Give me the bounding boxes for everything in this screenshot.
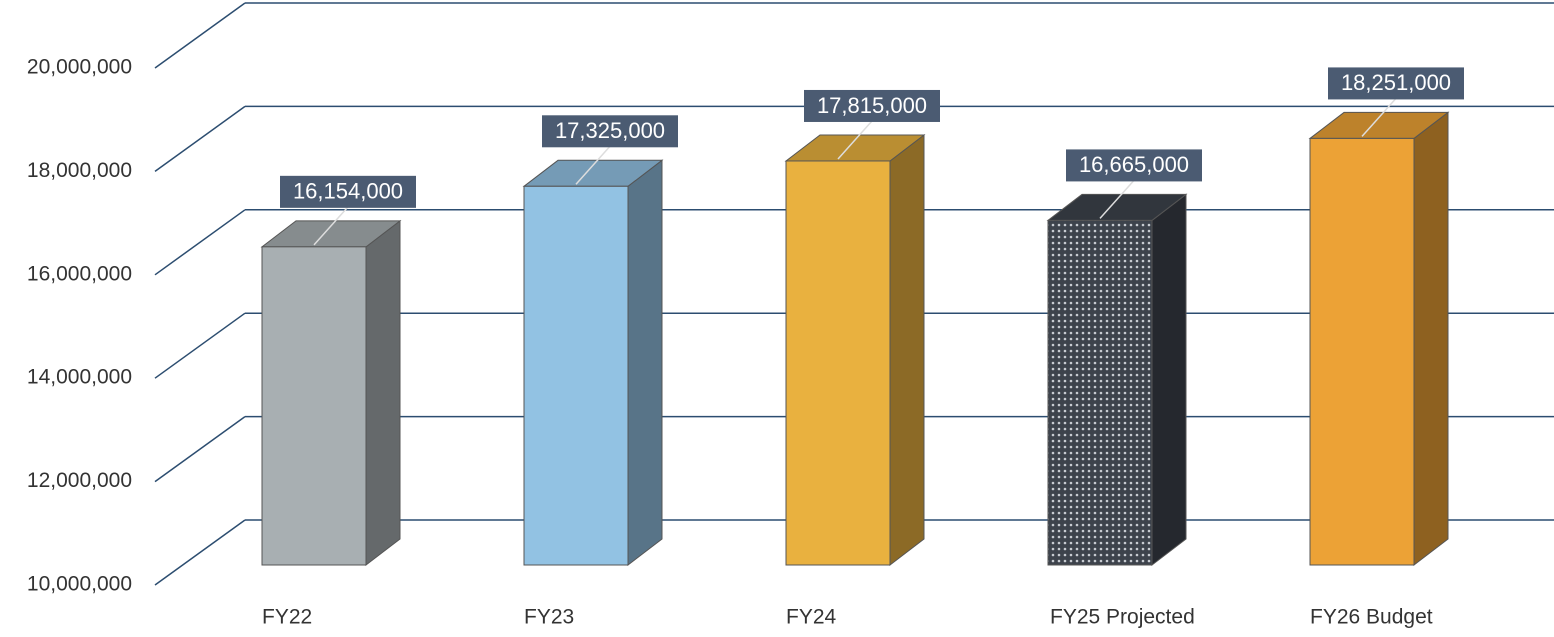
grid-line: [154, 312, 246, 379]
bar-front: [261, 246, 367, 566]
value-label-box: [1066, 149, 1202, 182]
bar-front: [785, 160, 891, 566]
bar-side: [627, 159, 663, 567]
bar-side: [1151, 193, 1187, 567]
x-tick-label: FY23: [524, 606, 574, 629]
bar-side: [365, 219, 401, 567]
y-tick-label: 10,000,000: [27, 573, 132, 596]
x-tick-label: FY22: [262, 606, 312, 629]
y-tick-label: 14,000,000: [27, 366, 132, 389]
x-tick-label: FY26 Budget: [1310, 606, 1433, 629]
grid-line: [154, 519, 246, 586]
leader-line: [575, 145, 611, 185]
value-label-box: [280, 175, 416, 208]
grid-line: [154, 209, 246, 276]
value-label: 16,154,000: [293, 179, 403, 204]
bar-front: [523, 185, 629, 566]
x-tick-label: FY25 Projected: [1050, 606, 1195, 629]
leader-line: [313, 206, 349, 246]
bar: [1308, 111, 1450, 567]
grid-line: [154, 105, 246, 173]
bar: [260, 219, 402, 567]
value-label-box: [804, 89, 940, 122]
value-label: 17,325,000: [555, 118, 665, 143]
value-label: 18,251,000: [1341, 70, 1451, 95]
bar-texture: [1048, 220, 1152, 565]
value-label: 16,665,000: [1079, 152, 1189, 177]
leader-line: [1361, 97, 1397, 137]
grid-line: [154, 2, 246, 69]
value-label: 17,815,000: [817, 93, 927, 118]
y-tick-label: 20,000,000: [27, 56, 132, 79]
leader-line: [837, 120, 873, 160]
y-tick-label: 18,000,000: [27, 159, 132, 182]
bar-side: [889, 133, 925, 567]
y-tick-label: 16,000,000: [27, 262, 132, 285]
bar: [784, 133, 926, 567]
bar: [1046, 193, 1188, 567]
bar-side: [1413, 111, 1449, 567]
value-label-box: [542, 115, 678, 148]
x-tick-label: FY24: [786, 606, 837, 629]
value-label-box: [1328, 67, 1464, 100]
bar: [522, 159, 664, 567]
grid-line: [154, 415, 246, 483]
y-tick-label: 12,000,000: [27, 469, 132, 492]
bar-front: [1309, 137, 1415, 566]
leader-line: [1099, 179, 1135, 219]
